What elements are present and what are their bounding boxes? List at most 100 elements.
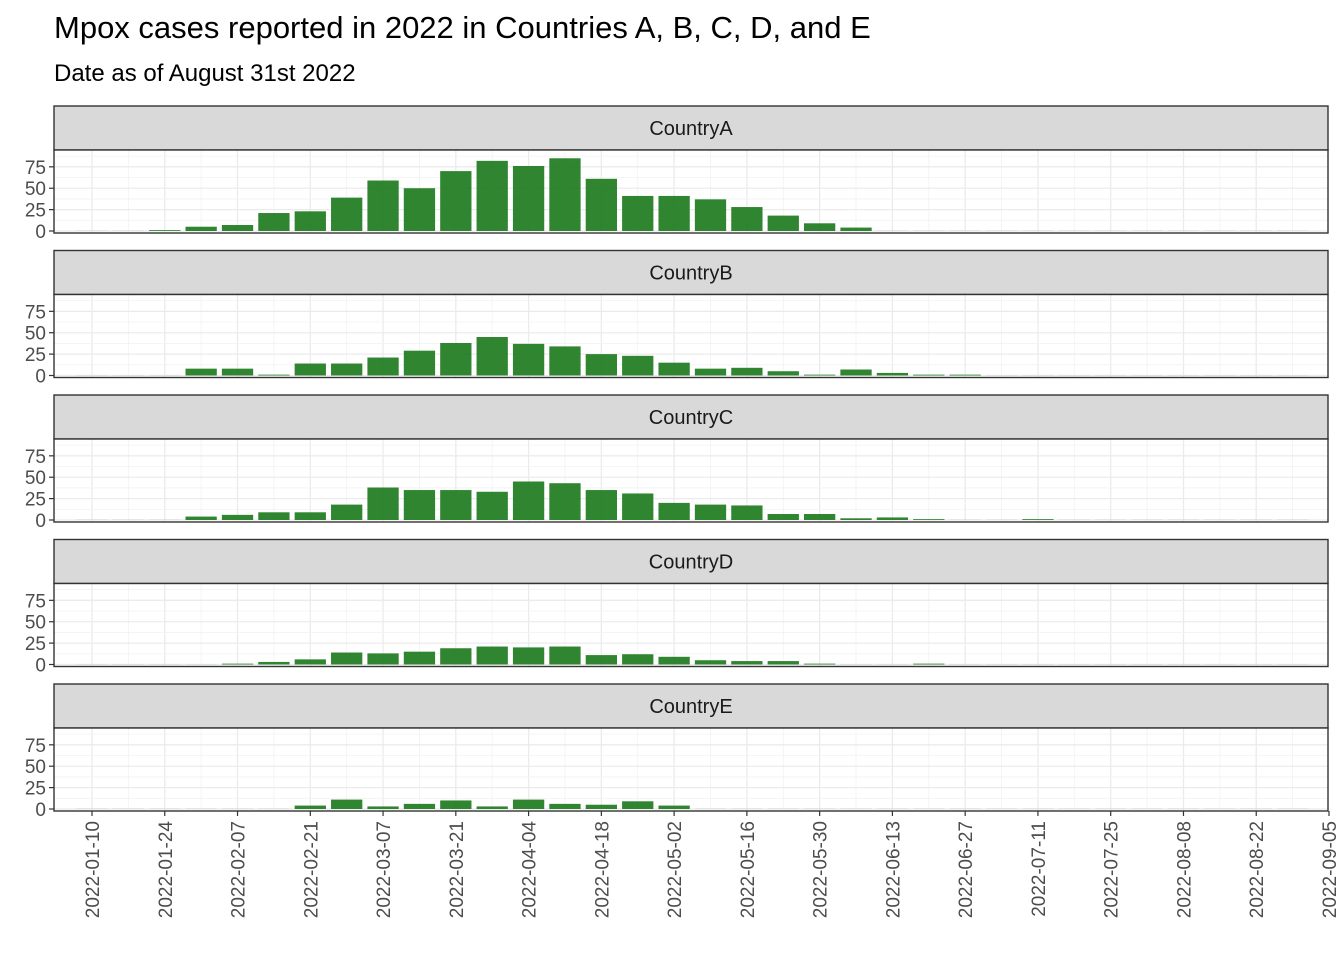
bar [1167, 808, 1200, 809]
bar [476, 337, 508, 376]
bar [149, 230, 181, 231]
bar [1058, 519, 1090, 520]
facet-label: CountryA [649, 118, 733, 140]
bar [476, 646, 508, 665]
x-tick-label: 2022-03-21 [447, 821, 468, 918]
bar [1167, 374, 1200, 376]
bar [694, 504, 727, 520]
x-tick-label: 2022-09-05 [1320, 821, 1341, 918]
bar [76, 808, 108, 809]
bar [949, 374, 981, 376]
bar [840, 663, 872, 665]
bar [876, 663, 909, 665]
x-tick-label: 2022-07-11 [1029, 821, 1050, 917]
bar [1058, 663, 1090, 665]
bar [294, 659, 326, 665]
bar [876, 372, 909, 376]
bar [1022, 230, 1054, 231]
bar [512, 647, 545, 665]
bar [403, 188, 436, 231]
x-tick-label: 2022-08-22 [1247, 821, 1268, 918]
y-tick-label: 50 [25, 613, 46, 634]
x-tick-label: 2022-01-24 [156, 821, 177, 919]
panel-border [53, 149, 1329, 234]
x-tick-label: 2022-02-07 [229, 821, 250, 918]
bar [694, 808, 727, 809]
bar [1204, 374, 1236, 376]
bar [949, 519, 981, 520]
y-tick-label: 25 [25, 634, 46, 655]
bar [367, 180, 399, 231]
bar [949, 808, 981, 809]
bar [1095, 808, 1127, 809]
bar [840, 518, 872, 520]
bar [185, 663, 217, 665]
x-tick-label: 2022-07-25 [1102, 821, 1123, 918]
bar [658, 362, 690, 376]
y-tick-label: 75 [25, 591, 46, 612]
bar [804, 374, 836, 376]
facet-label: CountryE [649, 696, 732, 718]
bar [731, 505, 763, 520]
bar [331, 652, 363, 665]
bar [1204, 663, 1236, 665]
panel-background [54, 583, 1328, 667]
bar [658, 656, 690, 665]
bar [1276, 808, 1309, 809]
bar [221, 368, 254, 376]
bar [1276, 663, 1309, 665]
bar [112, 374, 145, 376]
bar [1022, 374, 1054, 376]
bar [1095, 519, 1127, 520]
bar [1240, 374, 1272, 376]
bar [1131, 374, 1163, 376]
chart-subtitle: Date as of August 31st 2022 [54, 60, 356, 87]
bar [585, 655, 617, 665]
facet-label: CountryB [649, 263, 732, 285]
panel-background [54, 439, 1328, 522]
bar [512, 165, 545, 231]
bar [331, 799, 363, 809]
y-tick-label: 75 [25, 158, 46, 179]
bar [985, 663, 1018, 665]
bar [476, 491, 508, 520]
bar [294, 211, 326, 231]
bar [258, 213, 290, 231]
bar [440, 648, 472, 665]
bar [1131, 230, 1163, 231]
bar [331, 363, 363, 376]
bar [622, 801, 654, 809]
panel-border [53, 727, 1329, 812]
bar [549, 803, 581, 809]
x-tick-label: 2022-06-27 [956, 821, 977, 918]
bar [731, 207, 763, 231]
bar [985, 230, 1018, 231]
bar [804, 514, 836, 520]
bar [622, 195, 654, 231]
x-tick-label: 2022-05-02 [665, 821, 686, 918]
bar [840, 369, 872, 376]
y-tick-label: 50 [25, 179, 46, 200]
facet-label: CountryD [649, 552, 733, 574]
panel-border [53, 293, 1329, 379]
y-tick-label: 25 [25, 201, 46, 222]
bar [913, 663, 945, 665]
bar [512, 799, 545, 809]
x-tick-label: 2022-05-30 [811, 821, 832, 918]
bar [694, 660, 727, 665]
bar [1276, 374, 1309, 376]
x-tick-label: 2022-06-13 [883, 821, 904, 918]
bar [1240, 663, 1272, 665]
bar [1204, 808, 1236, 809]
bar [367, 806, 399, 809]
bar [876, 808, 909, 809]
bar [1131, 519, 1163, 520]
bar [913, 808, 945, 809]
bar [804, 808, 836, 809]
bar [512, 343, 545, 376]
bar [1240, 230, 1272, 231]
bar [658, 195, 690, 231]
facet-strip [53, 683, 1329, 729]
bar [949, 663, 981, 665]
x-tick-label: 2022-04-04 [520, 821, 541, 919]
